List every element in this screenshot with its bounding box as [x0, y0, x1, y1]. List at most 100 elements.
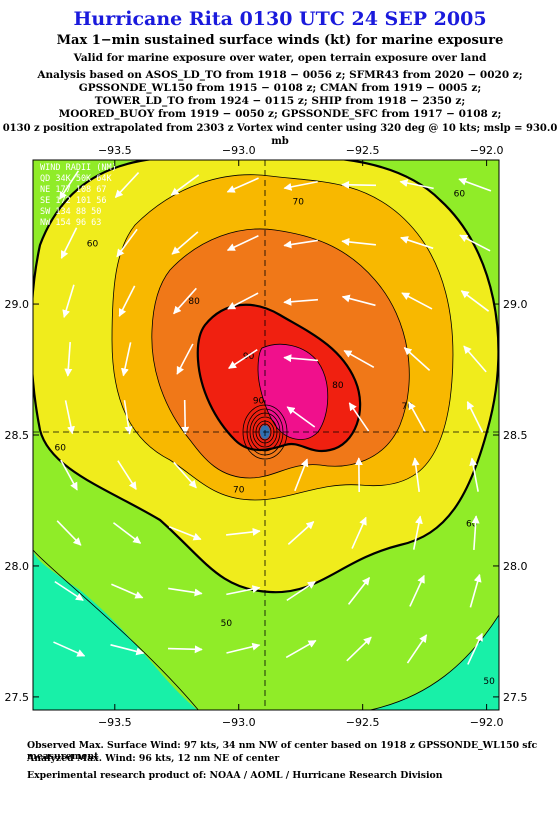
contour-label: 80: [188, 297, 200, 307]
wind-arrow: [228, 349, 258, 369]
wind-arrow: [117, 460, 137, 491]
wind-arrow: [110, 644, 145, 656]
wind-radii-header: WIND RADII (NM): [40, 163, 117, 173]
wind-arrow: [170, 174, 200, 196]
wind-radii-ne: NE 177 108 67: [40, 185, 107, 195]
map-subtitle: Max 1−min sustained surface winds (kt) f…: [56, 33, 504, 48]
lat-tick-label-left: 27.5: [5, 691, 30, 704]
wind-arrow: [112, 522, 142, 544]
wind-arrow: [351, 516, 367, 549]
wind-arrow: [64, 400, 75, 435]
wind-arrow: [401, 292, 433, 310]
wind-arrow: [459, 234, 491, 252]
wind-arrow: [287, 521, 315, 545]
contour-label: 60: [87, 239, 99, 249]
lon-tick-label-bottom: −93.5: [98, 716, 132, 729]
wind-arrow: [343, 349, 375, 369]
wind-arrow: [118, 285, 136, 317]
wind-arrow: [285, 639, 317, 659]
wind-arrow: [54, 580, 84, 602]
wind-arrow: [406, 634, 428, 664]
wind-arrow: [341, 180, 377, 189]
contour-labels: 70 80 90 90 80 70 60 60 60 50 60 70 50: [55, 190, 496, 687]
lat-tick-label-left: 28.5: [5, 429, 30, 442]
lat-tick-label-left: 28.0: [5, 560, 30, 573]
wind-arrow: [53, 641, 86, 657]
lat-tick-label-right: 28.5: [503, 429, 528, 442]
wind-arrow: [469, 573, 482, 608]
wind-arrow: [171, 231, 199, 255]
lon-tick-label-bottom: −92.5: [346, 716, 380, 729]
wind-arrow: [58, 170, 80, 200]
axis-ticks: −93.5 −93.5 −93.0 −93.0 −92.5 −92.5 −92.0 −92.0…: [5, 144, 528, 729]
contour-label: 50: [221, 619, 233, 629]
wind-arrow: [168, 587, 203, 597]
wind-arrow: [460, 290, 490, 312]
wind-arrow: [347, 576, 371, 605]
wind-arrow: [412, 515, 423, 550]
contour-label: 80: [332, 381, 344, 391]
wind-arrow: [471, 515, 480, 551]
wind-arrow: [176, 343, 194, 375]
wind-arrow: [411, 457, 421, 492]
wind-arrow: [283, 354, 319, 363]
analysis-line-1: Analysis based on ASOS_LD_TO from 1918 −…: [37, 69, 523, 81]
wind-arrow: [286, 406, 316, 428]
wind-arrow: [226, 235, 259, 251]
lat-tick-label-right: 29.0: [503, 298, 528, 311]
contour-label: 70: [292, 198, 304, 208]
wind-arrow: [173, 461, 197, 489]
wind-arrow: [467, 632, 483, 665]
wind-arrow: [62, 284, 75, 319]
wind-arrow: [173, 287, 197, 315]
map-title: Hurricane Rita 0130 UTC 24 SEP 2005: [73, 8, 487, 30]
wind-radii-box: WIND RADII (NM) QD 34K 50K 64K NE 177 10…: [40, 163, 117, 228]
wind-arrow: [116, 228, 138, 258]
wind-arrow: [226, 177, 259, 193]
wind-radii-cols: QD 34K 50K 64K: [40, 174, 113, 184]
contour-label: 70: [402, 402, 414, 412]
contour-label: 90: [243, 352, 255, 362]
center-crosshair: [33, 160, 499, 710]
lon-tick-label-bottom: −93.0: [222, 716, 256, 729]
wind-radii-se: SE 172 101 56: [40, 196, 107, 206]
wind-arrow: [283, 180, 318, 191]
wind-arrow: [64, 341, 73, 377]
position-line: 0130 z position extrapolated from 2303 z…: [2, 123, 558, 147]
contour-label: 50: [483, 677, 495, 687]
wind-arrow: [408, 401, 426, 433]
contour-label: 70: [233, 486, 245, 496]
analysis-line-4: MOORED_BUOY from 1919 − 0050 z; GPSSONDE…: [58, 108, 502, 120]
wind-arrow: [181, 399, 190, 435]
wind-arrow: [341, 237, 376, 246]
analysis-line-2: GPSSONDE_WL150 from 1915 − 0108 z; CMAN …: [78, 82, 482, 94]
wind-arrow: [286, 580, 316, 602]
wind-arrow: [403, 347, 431, 371]
contour-lines: [33, 160, 499, 710]
wind-arrow: [294, 458, 309, 492]
analyzed-max-wind: Analyzed Max. Wind: 96 kts, 12 nm NE of …: [27, 753, 280, 764]
wind-arrow: [466, 401, 484, 433]
observed-max-wind: Observed Max. Surface Wind: 97 kts, 34 n…: [27, 740, 538, 762]
wind-vectors: [53, 170, 492, 665]
wind-arrow: [226, 527, 261, 536]
wind-arrow: [283, 297, 319, 306]
lat-tick-label-left: 29.0: [5, 298, 30, 311]
wind-arrow: [226, 642, 261, 654]
lon-tick-label-top: −93.0: [222, 144, 256, 157]
lat-tick-label-right: 27.5: [503, 691, 528, 704]
contour-label: 60: [454, 190, 466, 200]
contour-label: 90: [253, 397, 265, 407]
wind-arrow: [341, 294, 376, 307]
lon-tick-label-top: −92.0: [470, 144, 504, 157]
wind-arrow: [346, 636, 372, 662]
wind-arrow: [167, 645, 203, 654]
valid-line: Valid for marine exposure over water, op…: [73, 52, 487, 64]
lon-tick-label-top: −93.5: [98, 144, 132, 157]
wind-arrow: [56, 520, 82, 546]
wind-radii-sw: SW 134 88 50: [40, 207, 101, 217]
lon-tick-label-top: −92.5: [346, 144, 380, 157]
wind-arrow: [463, 345, 487, 373]
wind-arrow: [458, 177, 492, 192]
